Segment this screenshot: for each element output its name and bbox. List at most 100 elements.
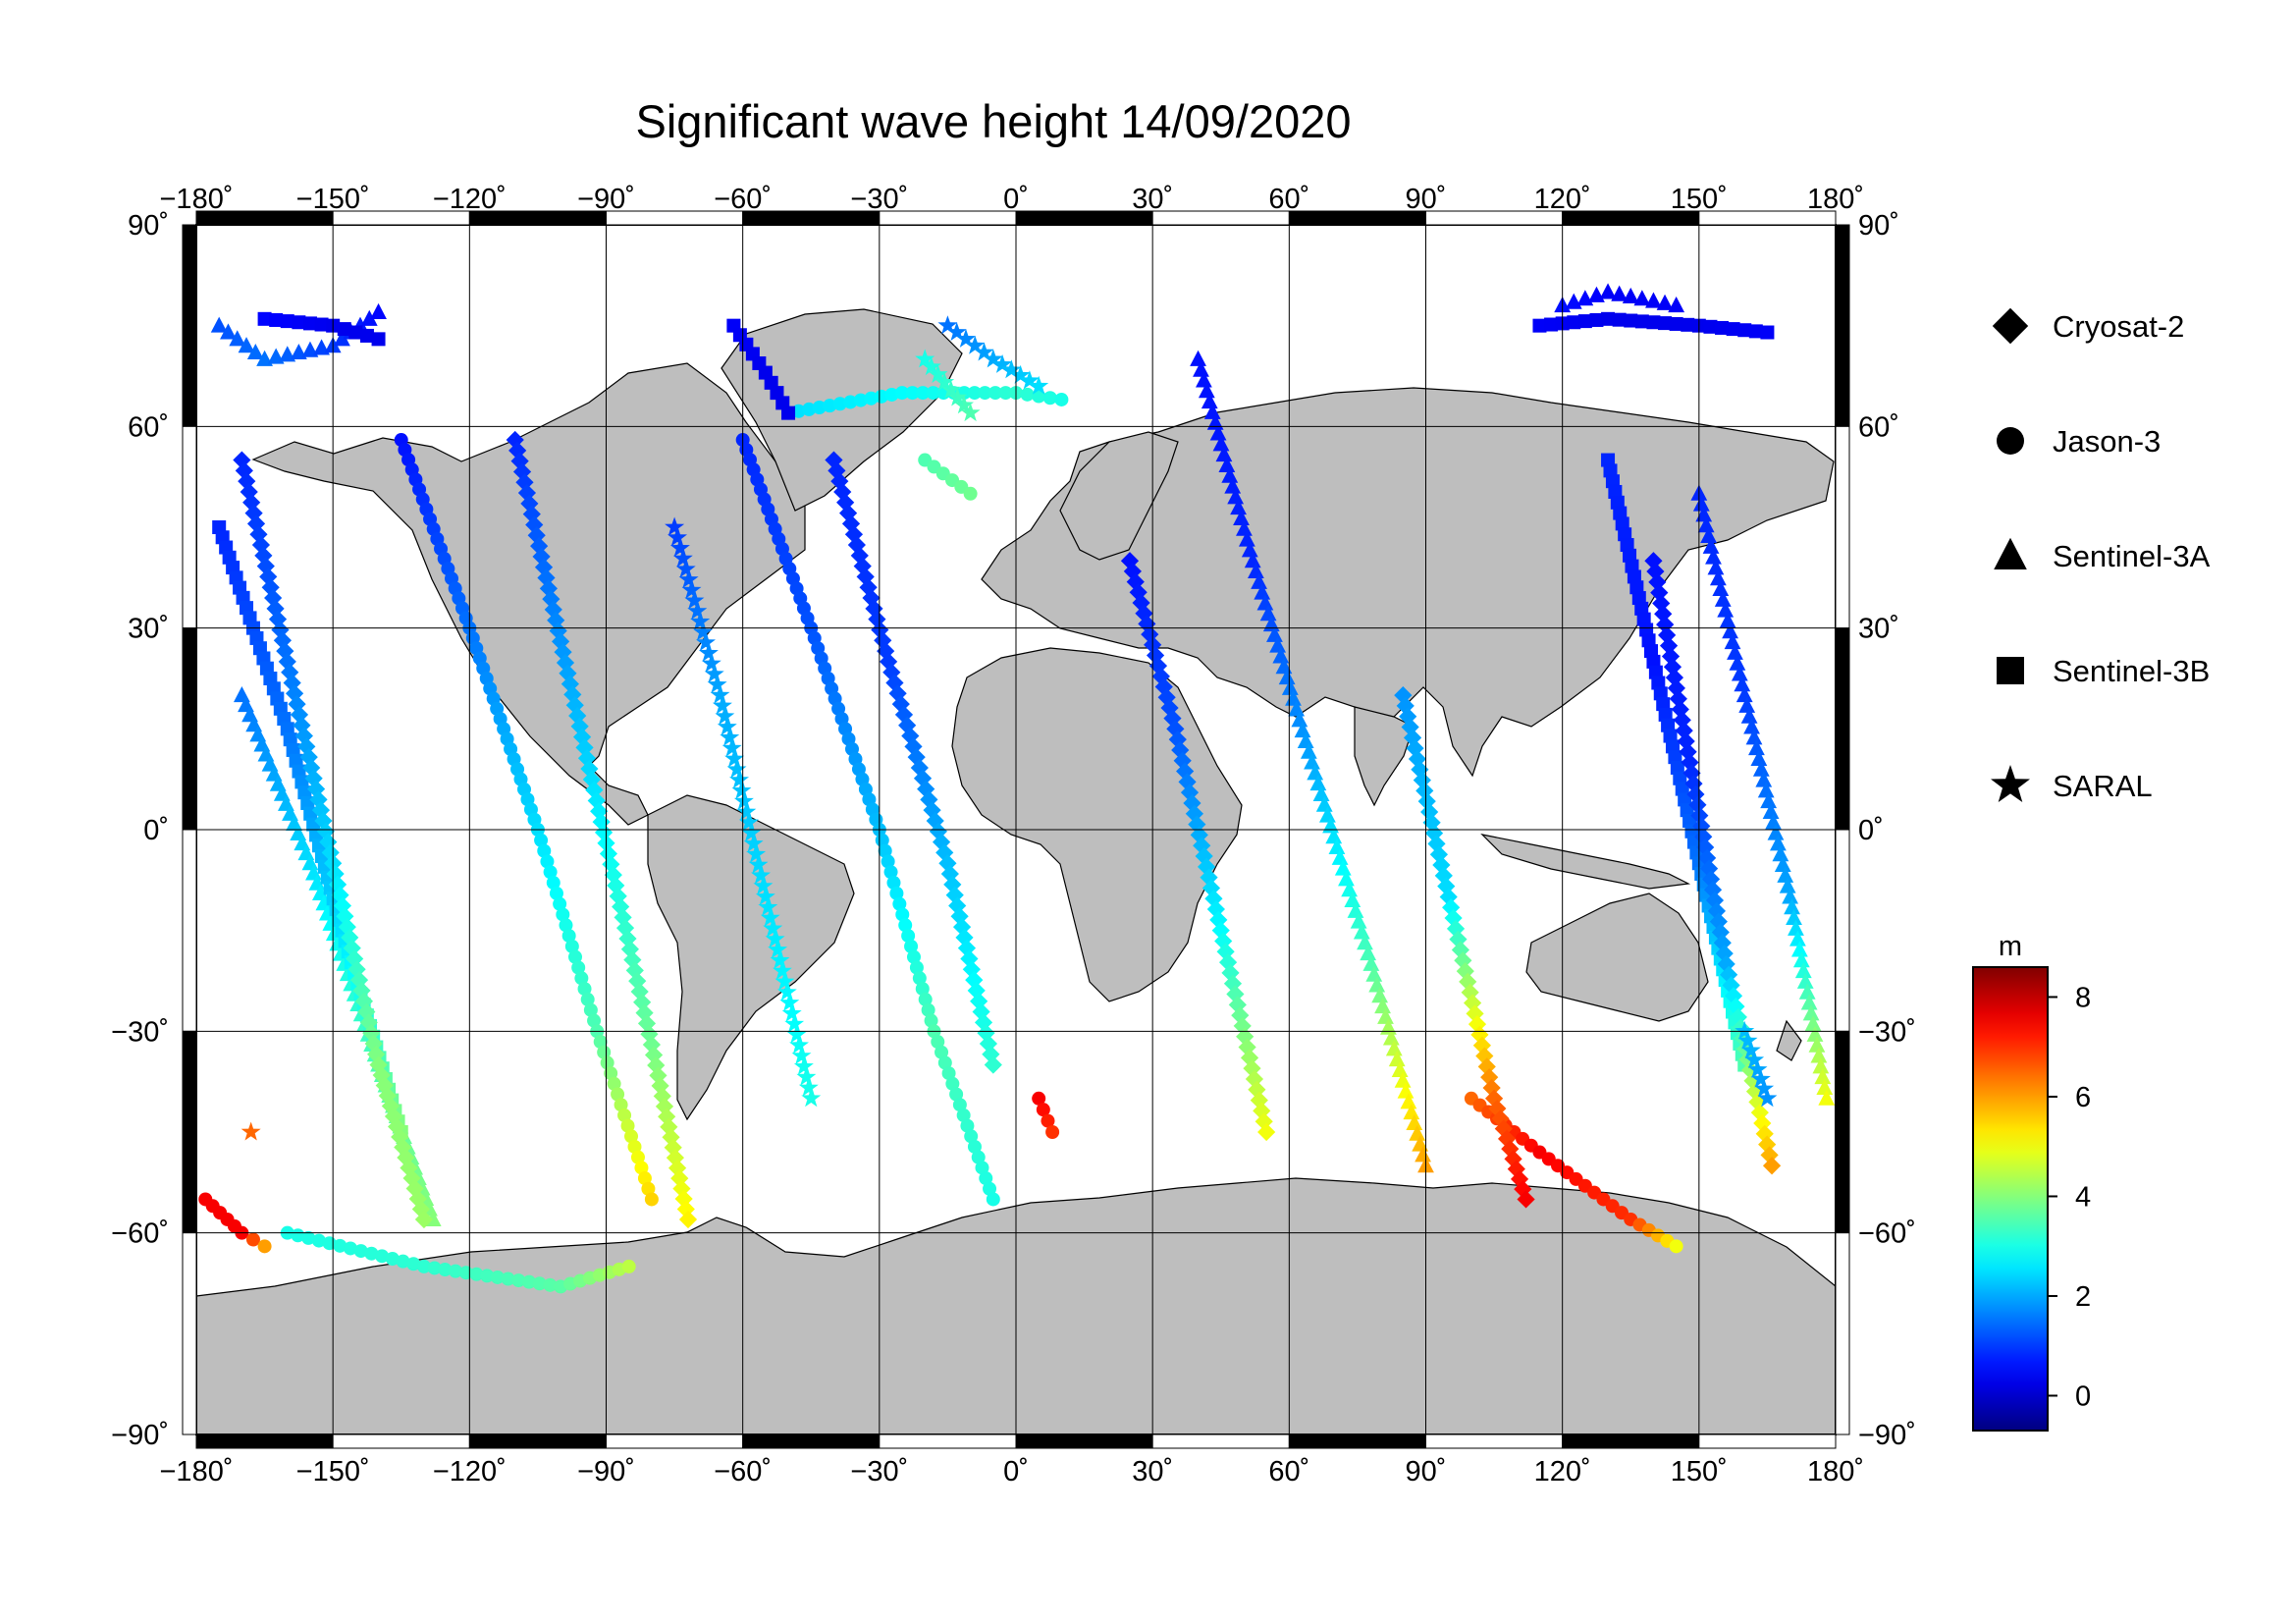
track-point bbox=[828, 461, 846, 480]
track-point bbox=[1818, 1089, 1836, 1106]
track-point bbox=[1625, 559, 1639, 573]
track-point bbox=[438, 1263, 453, 1277]
lat-tick-label-right: −90˚ bbox=[1858, 1420, 1916, 1451]
colorbar-gradient bbox=[1972, 966, 2049, 1432]
track-point bbox=[333, 896, 352, 915]
colorbar-tick-label: 4 bbox=[2075, 1181, 2091, 1213]
track-point bbox=[1325, 828, 1343, 844]
lon-tick-label-top: 150˚ bbox=[1671, 184, 1728, 215]
frame-bar-left bbox=[182, 627, 197, 831]
track-point bbox=[940, 379, 961, 399]
track-point bbox=[314, 811, 333, 831]
track-point bbox=[580, 992, 595, 1006]
track-point bbox=[962, 960, 981, 979]
track-point bbox=[597, 1045, 612, 1059]
track-point bbox=[607, 1076, 621, 1091]
track-point bbox=[522, 505, 541, 523]
lon-tick-label-bottom: −120˚ bbox=[433, 1456, 507, 1488]
track-point bbox=[1328, 838, 1346, 855]
track-point bbox=[1634, 314, 1649, 329]
lon-tick-label-bottom: −30˚ bbox=[850, 1456, 908, 1488]
track-point bbox=[1747, 1058, 1768, 1078]
track-point bbox=[678, 1210, 698, 1229]
track-point bbox=[878, 843, 892, 858]
track-point bbox=[572, 728, 592, 746]
track-point bbox=[678, 569, 699, 588]
track-point bbox=[568, 949, 583, 964]
lon-tick-label-bottom: 150˚ bbox=[1671, 1456, 1728, 1488]
track-point bbox=[273, 631, 292, 650]
track-point bbox=[1365, 965, 1383, 982]
track-point bbox=[1238, 530, 1255, 547]
track-point bbox=[1437, 877, 1456, 895]
track-point bbox=[1667, 678, 1685, 698]
track-point bbox=[1400, 1093, 1417, 1109]
track-point bbox=[895, 386, 910, 401]
track-point bbox=[1750, 1068, 1771, 1088]
track-point bbox=[537, 568, 556, 587]
frame-bar-bottom bbox=[1698, 1434, 1837, 1449]
track-point bbox=[736, 801, 757, 821]
track-point bbox=[540, 854, 555, 869]
track-point bbox=[1673, 711, 1691, 730]
track-point bbox=[1750, 749, 1768, 766]
track-point bbox=[1707, 559, 1725, 575]
track-point bbox=[1703, 319, 1718, 334]
track-point bbox=[1712, 579, 1730, 597]
track-point bbox=[934, 371, 955, 391]
track-point bbox=[843, 395, 858, 409]
track-point bbox=[304, 769, 323, 787]
track-point bbox=[1633, 290, 1651, 306]
track-point bbox=[1792, 951, 1810, 968]
track-point bbox=[543, 1277, 558, 1292]
lon-tick-label-top: −120˚ bbox=[433, 184, 507, 215]
track-point bbox=[1816, 1078, 1834, 1095]
track-point bbox=[693, 622, 714, 641]
track-point bbox=[411, 1200, 430, 1218]
track-point bbox=[261, 578, 280, 597]
lon-tick-label-top: 30˚ bbox=[1132, 184, 1173, 215]
lat-tick-label-right: 30˚ bbox=[1858, 614, 1899, 645]
lon-tick-label-top: 120˚ bbox=[1534, 184, 1591, 215]
track-point bbox=[259, 568, 278, 586]
lon-tick-label-top: 60˚ bbox=[1268, 184, 1309, 215]
track-point bbox=[915, 349, 935, 368]
track-point bbox=[280, 314, 294, 329]
track-point bbox=[590, 802, 609, 821]
track-point bbox=[928, 364, 948, 383]
track-point bbox=[1360, 944, 1377, 961]
track-point bbox=[249, 525, 268, 544]
track-point bbox=[1322, 817, 1339, 834]
track-point bbox=[1622, 287, 1639, 304]
track-point bbox=[1385, 1040, 1403, 1056]
track-point bbox=[1682, 764, 1701, 783]
legend-label: Jason-3 bbox=[2053, 424, 2161, 459]
track-point bbox=[391, 1127, 409, 1147]
track-point bbox=[886, 876, 901, 891]
track-point bbox=[348, 325, 363, 340]
track-point bbox=[956, 328, 976, 348]
colorbar-tick-label: 6 bbox=[2075, 1082, 2091, 1113]
track-point bbox=[242, 493, 261, 512]
track-point bbox=[880, 652, 898, 671]
track-point bbox=[1745, 729, 1763, 745]
track-point bbox=[1266, 625, 1283, 642]
track-point bbox=[763, 918, 783, 938]
track-point bbox=[1297, 731, 1314, 748]
track-point bbox=[375, 1076, 394, 1095]
track-point bbox=[565, 696, 584, 715]
frame-bar-bottom bbox=[468, 1434, 608, 1449]
track-point bbox=[986, 1192, 1000, 1207]
track-point bbox=[984, 1055, 1002, 1074]
track-point bbox=[1740, 707, 1758, 724]
track-point bbox=[998, 386, 1013, 401]
track-point bbox=[964, 1129, 979, 1144]
track-point bbox=[1334, 859, 1352, 876]
track-point bbox=[1341, 881, 1359, 897]
track-point bbox=[945, 886, 964, 904]
track-point bbox=[449, 1264, 463, 1278]
track-point bbox=[921, 1002, 935, 1017]
track-point bbox=[667, 1159, 687, 1177]
track-point bbox=[370, 302, 387, 319]
lat-tick-label-left: −30˚ bbox=[111, 1016, 169, 1048]
